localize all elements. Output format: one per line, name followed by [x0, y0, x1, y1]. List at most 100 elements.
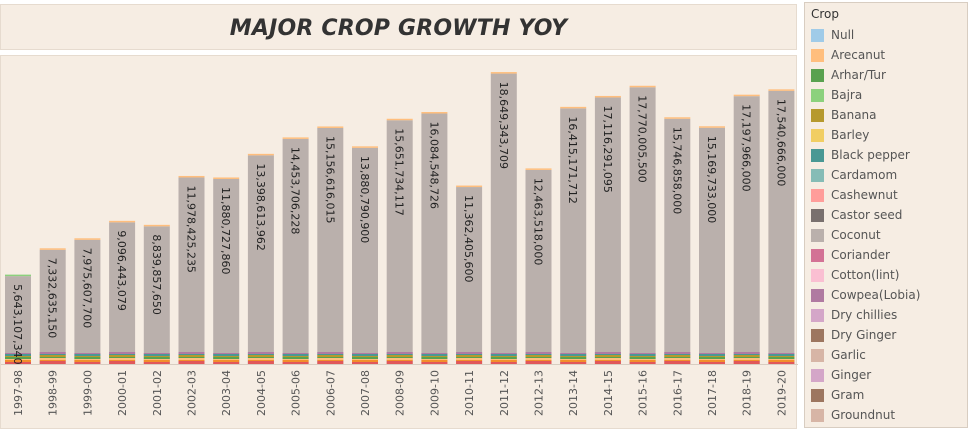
- legend-item[interactable]: Ginger: [811, 365, 920, 385]
- bar-top-segment[interactable]: [352, 146, 378, 148]
- bar-minor-segment[interactable]: [5, 356, 31, 357]
- bar-minor-segment[interactable]: [733, 360, 760, 361]
- bar-minor-segment[interactable]: [594, 354, 621, 355]
- bar-minor-segment[interactable]: [490, 362, 517, 364]
- bar-minor-segment[interactable]: [386, 352, 413, 354]
- bar-minor-segment[interactable]: [490, 356, 517, 357]
- bar-minor-segment[interactable]: [594, 360, 621, 361]
- bar-minor-segment[interactable]: [352, 360, 378, 362]
- bar-minor-segment[interactable]: [594, 361, 621, 364]
- bar-minor-segment[interactable]: [213, 356, 240, 357]
- bar-minor-segment[interactable]: [5, 359, 31, 360]
- bar-minor-segment[interactable]: [74, 360, 101, 362]
- bar-top-segment[interactable]: [178, 175, 205, 178]
- bar-coconut[interactable]: [213, 178, 240, 364]
- bar-top-segment[interactable]: [594, 95, 621, 98]
- bar-minor-segment[interactable]: [74, 362, 101, 364]
- bar-minor-segment[interactable]: [768, 359, 795, 360]
- bar-minor-segment[interactable]: [768, 356, 795, 357]
- bar-minor-segment[interactable]: [768, 360, 795, 362]
- bar-top-segment[interactable]: [733, 94, 760, 97]
- bar-minor-segment[interactable]: [178, 361, 205, 364]
- bar-minor-segment[interactable]: [109, 360, 136, 361]
- bar-minor-segment[interactable]: [733, 358, 760, 360]
- bar-minor-segment[interactable]: [143, 354, 170, 356]
- bar-minor-segment[interactable]: [699, 356, 725, 357]
- bar-minor-segment[interactable]: [594, 355, 621, 357]
- bar-minor-segment[interactable]: [456, 357, 483, 358]
- legend-item[interactable]: Gram: [811, 385, 920, 405]
- bar-coconut[interactable]: [594, 97, 621, 364]
- bar-minor-segment[interactable]: [247, 354, 274, 355]
- legend-item[interactable]: Bajra: [811, 85, 920, 105]
- legend-item[interactable]: Cashewnut: [811, 185, 920, 205]
- bar-minor-segment[interactable]: [733, 352, 760, 354]
- bar-minor-segment[interactable]: [456, 354, 483, 355]
- bar-minor-segment[interactable]: [39, 357, 66, 358]
- bar-minor-segment[interactable]: [317, 355, 344, 357]
- bar-minor-segment[interactable]: [421, 356, 448, 357]
- bar-minor-segment[interactable]: [421, 357, 448, 359]
- bar-minor-segment[interactable]: [386, 358, 413, 360]
- bar-minor-segment[interactable]: [39, 360, 66, 361]
- bar-minor-segment[interactable]: [282, 362, 309, 364]
- bar-minor-segment[interactable]: [317, 354, 344, 355]
- bar-coconut[interactable]: [490, 73, 517, 365]
- bar-minor-segment[interactable]: [247, 355, 274, 357]
- bar-minor-segment[interactable]: [629, 359, 656, 360]
- legend-item[interactable]: Coconut: [811, 225, 920, 245]
- bar-minor-segment[interactable]: [386, 355, 413, 357]
- bar-minor-segment[interactable]: [664, 361, 691, 364]
- bar-coconut[interactable]: [282, 138, 309, 364]
- bar-minor-segment[interactable]: [525, 357, 552, 358]
- bar-minor-segment[interactable]: [421, 359, 448, 360]
- bar-minor-segment[interactable]: [178, 358, 205, 360]
- legend-item[interactable]: Dry Ginger: [811, 325, 920, 345]
- bar-coconut[interactable]: [525, 169, 552, 364]
- bar-minor-segment[interactable]: [247, 358, 274, 360]
- bar-minor-segment[interactable]: [109, 361, 136, 364]
- bar-top-segment[interactable]: [247, 153, 274, 156]
- bar-minor-segment[interactable]: [74, 359, 101, 360]
- bar-minor-segment[interactable]: [282, 360, 309, 362]
- bar-minor-segment[interactable]: [352, 359, 378, 360]
- bar-coconut[interactable]: [629, 87, 656, 364]
- bar-minor-segment[interactable]: [456, 360, 483, 361]
- bar-minor-segment[interactable]: [560, 354, 587, 356]
- bar-minor-segment[interactable]: [5, 353, 31, 354]
- bar-minor-segment[interactable]: [39, 354, 66, 355]
- bar-minor-segment[interactable]: [664, 357, 691, 358]
- bar-minor-segment[interactable]: [490, 353, 517, 354]
- bar-minor-segment[interactable]: [143, 357, 170, 359]
- bar-top-segment[interactable]: [39, 248, 66, 250]
- legend-item[interactable]: Arhar/Tur: [811, 65, 920, 85]
- bar-minor-segment[interactable]: [525, 361, 552, 364]
- bar-minor-segment[interactable]: [560, 359, 587, 360]
- bar-minor-segment[interactable]: [213, 354, 240, 356]
- bar-coconut[interactable]: [456, 187, 483, 364]
- bar-minor-segment[interactable]: [386, 357, 413, 358]
- bar-minor-segment[interactable]: [213, 362, 240, 364]
- bar-coconut[interactable]: [74, 239, 101, 364]
- bar-minor-segment[interactable]: [733, 357, 760, 358]
- bar-minor-segment[interactable]: [143, 356, 170, 357]
- bar-minor-segment[interactable]: [664, 360, 691, 361]
- bar-minor-segment[interactable]: [386, 354, 413, 355]
- bar-minor-segment[interactable]: [282, 359, 309, 360]
- bar-top-segment[interactable]: [664, 117, 691, 119]
- bar-minor-segment[interactable]: [733, 355, 760, 357]
- bar-minor-segment[interactable]: [664, 358, 691, 360]
- bar-minor-segment[interactable]: [74, 354, 101, 356]
- bar-minor-segment[interactable]: [525, 360, 552, 361]
- bar-top-segment[interactable]: [5, 274, 31, 277]
- bar-top-segment[interactable]: [317, 126, 344, 128]
- bar-minor-segment[interactable]: [352, 356, 378, 357]
- legend-item[interactable]: Groundnut: [811, 405, 920, 425]
- bar-minor-segment[interactable]: [282, 356, 309, 357]
- bar-minor-segment[interactable]: [247, 360, 274, 361]
- bar-minor-segment[interactable]: [594, 352, 621, 354]
- bar-top-segment[interactable]: [456, 185, 483, 188]
- bar-minor-segment[interactable]: [768, 357, 795, 359]
- bar-minor-segment[interactable]: [664, 355, 691, 357]
- bar-minor-segment[interactable]: [490, 354, 517, 356]
